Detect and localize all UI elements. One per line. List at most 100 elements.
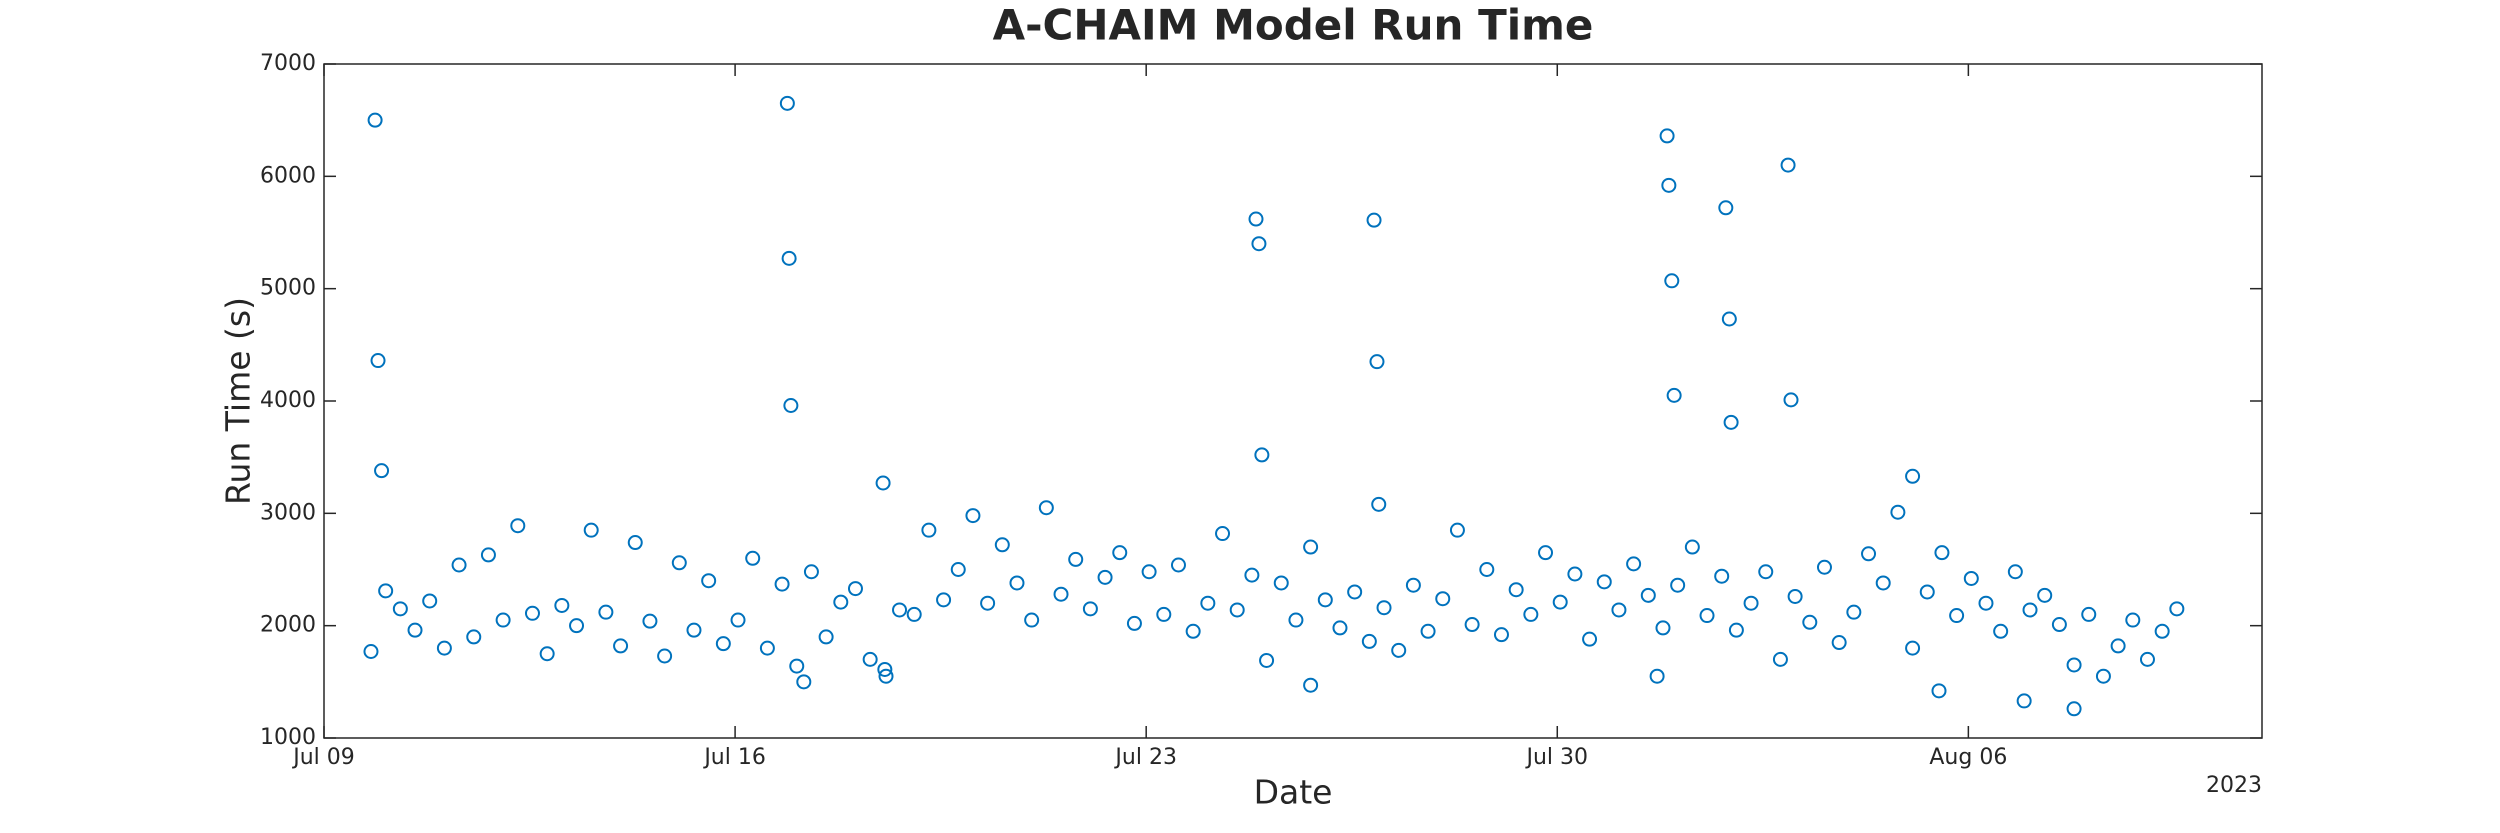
- plot-frame: [323, 63, 2263, 739]
- point: [781, 250, 797, 266]
- point: [2016, 693, 2032, 709]
- point: [1846, 604, 1862, 620]
- x-tick-label: Jul 16: [702, 745, 766, 770]
- point: [1626, 556, 1642, 572]
- point: [2066, 657, 2082, 673]
- point: [1097, 569, 1113, 585]
- point: [1666, 387, 1682, 403]
- point: [818, 629, 834, 645]
- point: [847, 581, 863, 597]
- y-tick-label: 7000: [260, 51, 316, 76]
- point: [1248, 211, 1264, 227]
- y-axis-label: Run Time (s): [219, 297, 258, 505]
- point: [1743, 595, 1759, 611]
- point: [1640, 587, 1656, 603]
- point: [686, 622, 702, 638]
- point: [2110, 638, 2126, 654]
- point: [1655, 620, 1671, 636]
- point: [1611, 602, 1627, 618]
- point: [407, 622, 423, 638]
- point: [1508, 582, 1524, 598]
- point: [2154, 623, 2170, 639]
- x-tick-label: Jul 23: [1113, 745, 1177, 770]
- point: [1303, 677, 1319, 693]
- point: [1721, 311, 1737, 327]
- point: [877, 661, 893, 677]
- point: [613, 638, 629, 654]
- point: [730, 612, 746, 628]
- point: [1596, 574, 1612, 590]
- point: [796, 674, 812, 690]
- point: [1831, 635, 1847, 651]
- point: [1567, 566, 1583, 582]
- point: [1664, 273, 1680, 289]
- point: [1376, 600, 1392, 616]
- point: [1405, 577, 1421, 593]
- point: [1552, 594, 1568, 610]
- point: [1758, 564, 1774, 580]
- point: [779, 95, 795, 111]
- point: [1303, 539, 1319, 555]
- point: [1802, 614, 1818, 630]
- point: [1582, 631, 1598, 647]
- point: [965, 508, 981, 524]
- point: [1728, 622, 1744, 638]
- point: [1787, 588, 1803, 604]
- point: [1185, 623, 1201, 639]
- point: [466, 629, 482, 645]
- point: [1244, 567, 1260, 583]
- point: [1714, 568, 1730, 584]
- x-axis-label: Date: [1254, 773, 1333, 812]
- point: [1649, 668, 1665, 684]
- point: [1366, 212, 1382, 228]
- point: [1435, 591, 1451, 607]
- point: [495, 612, 511, 628]
- point: [539, 646, 555, 662]
- point: [392, 601, 408, 617]
- point: [1464, 617, 1480, 633]
- point: [1254, 447, 1270, 463]
- point: [1141, 564, 1157, 580]
- point: [1684, 539, 1700, 555]
- point: [833, 594, 849, 610]
- point: [1369, 354, 1385, 370]
- point: [1068, 551, 1084, 567]
- point: [1317, 592, 1333, 608]
- point: [1963, 570, 1979, 586]
- point: [1538, 545, 1554, 561]
- point: [950, 562, 966, 577]
- x-tick-label: Aug 06: [1929, 745, 2007, 770]
- point: [2081, 606, 2097, 622]
- point: [1919, 584, 1935, 600]
- chart-title: A-CHAIM Model Run Time: [993, 1, 1594, 50]
- point: [745, 550, 761, 566]
- y-tick-label: 6000: [260, 163, 316, 188]
- point: [1993, 623, 2009, 639]
- point: [1523, 606, 1539, 622]
- point: [1038, 500, 1054, 516]
- point: [451, 557, 467, 573]
- point: [1934, 545, 1950, 561]
- point: [2066, 701, 2082, 717]
- point: [2095, 668, 2111, 684]
- point: [1875, 575, 1891, 591]
- point: [1420, 623, 1436, 639]
- point: [906, 606, 922, 622]
- y-tick-label: 2000: [260, 613, 316, 638]
- point: [2125, 612, 2141, 628]
- point: [598, 604, 614, 620]
- point: [2139, 651, 2155, 667]
- point: [642, 613, 658, 629]
- point: [2037, 587, 2053, 603]
- point: [363, 644, 379, 660]
- point: [1156, 606, 1172, 622]
- y-tick-label: 4000: [260, 388, 316, 413]
- point: [2169, 601, 2185, 617]
- point: [2007, 564, 2023, 580]
- point: [980, 595, 996, 611]
- point: [1905, 468, 1921, 484]
- point: [1931, 683, 1947, 699]
- point: [436, 640, 452, 656]
